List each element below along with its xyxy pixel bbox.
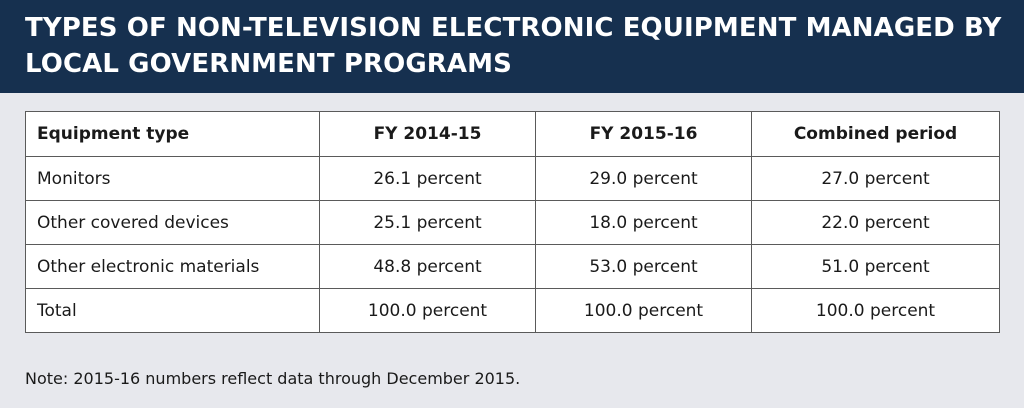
table-row-total: Total 100.0 percent 100.0 percent 100.0 … <box>25 288 1000 333</box>
row-label-cell: Total <box>25 288 320 333</box>
column-header-equipment-type: Equipment type <box>25 111 320 157</box>
equipment-table: Equipment type FY 2014-15 FY 2015-16 Com… <box>25 111 1000 333</box>
table-row: Other covered devices 25.1 percent 18.0 … <box>25 200 1000 245</box>
table-cell: 27.0 percent <box>751 156 1000 201</box>
table-cell: 29.0 percent <box>535 156 752 201</box>
row-label-cell: Monitors <box>25 156 320 201</box>
footnote: Note: 2015-16 numbers reflect data throu… <box>25 369 521 388</box>
table-cell: 51.0 percent <box>751 244 1000 289</box>
title-banner: TYPES OF NON-TELEVISION ELECTRONIC EQUIP… <box>0 0 1024 93</box>
table-row: Monitors 26.1 percent 29.0 percent 27.0 … <box>25 156 1000 201</box>
table-cell: 100.0 percent <box>751 288 1000 333</box>
table-row: Other electronic materials 48.8 percent … <box>25 244 1000 289</box>
table-cell: 18.0 percent <box>535 200 752 245</box>
table-cell: 48.8 percent <box>319 244 536 289</box>
table-cell: 100.0 percent <box>535 288 752 333</box>
table-cell: 100.0 percent <box>319 288 536 333</box>
column-header-combined-period: Combined period <box>751 111 1000 157</box>
page-title: TYPES OF NON-TELEVISION ELECTRONIC EQUIP… <box>25 13 1002 79</box>
table-header-row: Equipment type FY 2014-15 FY 2015-16 Com… <box>25 111 1000 157</box>
row-label-cell: Other covered devices <box>25 200 320 245</box>
column-header-fy-2014-15: FY 2014-15 <box>319 111 536 157</box>
table-cell: 53.0 percent <box>535 244 752 289</box>
column-header-fy-2015-16: FY 2015-16 <box>535 111 752 157</box>
table-cell: 26.1 percent <box>319 156 536 201</box>
table-cell: 22.0 percent <box>751 200 1000 245</box>
row-label-cell: Other electronic materials <box>25 244 320 289</box>
table-cell: 25.1 percent <box>319 200 536 245</box>
